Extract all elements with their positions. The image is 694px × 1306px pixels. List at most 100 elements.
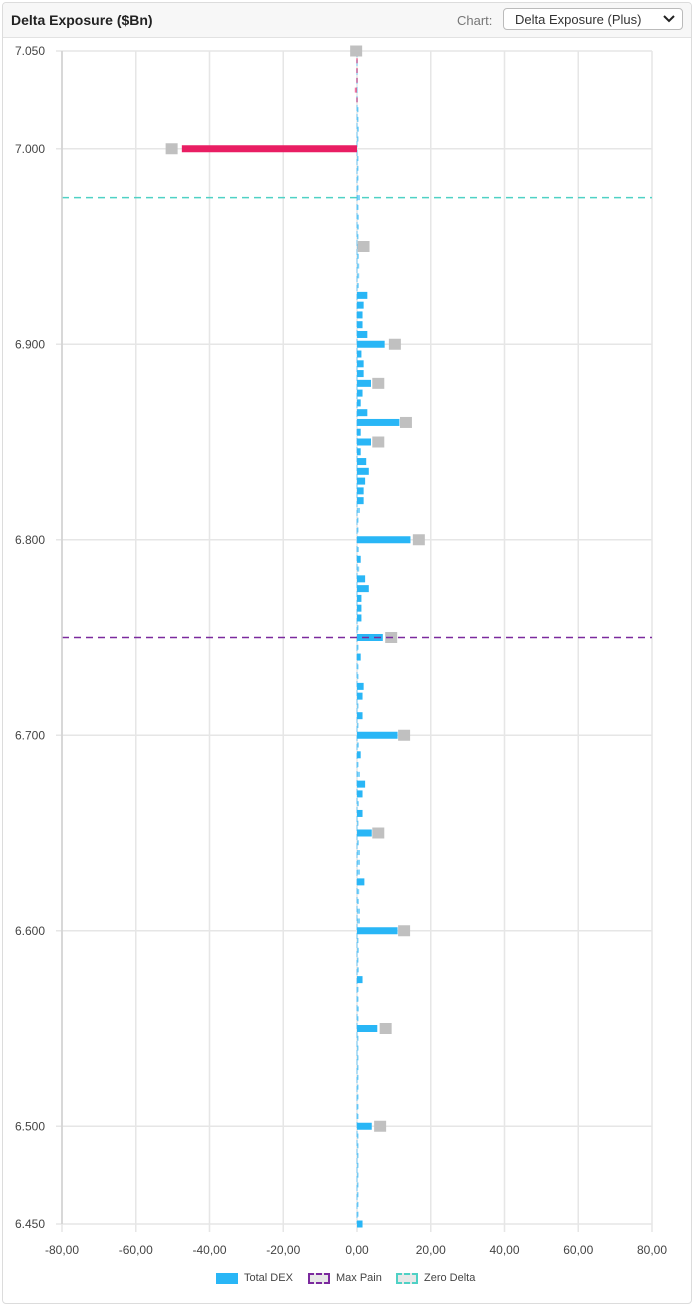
- dex-bar: [357, 340, 385, 348]
- dex-bar: [357, 703, 359, 709]
- dex-bar: [357, 107, 359, 113]
- dex-bar: [357, 321, 363, 329]
- y-axis-tick-label: 7.050: [15, 44, 45, 58]
- dex-bar: [357, 283, 359, 289]
- dex-bar: [357, 1122, 372, 1130]
- dex-bar: [357, 204, 359, 210]
- dex-bar: [357, 1162, 359, 1168]
- dex-bar: [357, 1220, 363, 1228]
- dex-bar: [357, 996, 359, 1002]
- x-axis-tick-label: -60,00: [119, 1243, 153, 1257]
- dex-bar: [357, 1133, 359, 1139]
- dex-marker: [372, 827, 385, 839]
- dex-bar: [357, 918, 360, 924]
- dex-bar: [357, 1074, 359, 1080]
- dex-bar: [357, 507, 360, 513]
- dex-bar: [357, 780, 366, 788]
- dex-bar: [357, 986, 359, 992]
- dex-bar: [357, 126, 359, 132]
- dex-bar: [357, 477, 366, 485]
- panel-header: Delta Exposure ($Bn) Chart: Delta Exposu…: [3, 3, 691, 38]
- dex-bar: [357, 311, 363, 319]
- dex-bar: [357, 1113, 359, 1119]
- dex-bar: [357, 555, 361, 563]
- legend-label: Max Pain: [336, 1272, 382, 1284]
- dex-bar: [356, 58, 358, 64]
- dex-bar: [357, 1104, 359, 1110]
- y-axis-tick-label: 6.900: [15, 337, 45, 351]
- dex-bar: [357, 976, 363, 984]
- dex-bar: [357, 850, 360, 856]
- dex-bar: [356, 97, 358, 103]
- dex-bar: [357, 869, 360, 875]
- dex-bar: [357, 1045, 359, 1051]
- chart-type-select-value: Delta Exposure (Plus): [515, 12, 642, 27]
- dex-bar: [357, 497, 364, 505]
- dex-bar: [357, 731, 398, 739]
- dex-bar: [357, 889, 360, 895]
- dex-marker: [379, 1023, 392, 1034]
- dex-bar: [357, 350, 362, 358]
- dex-bar: [356, 77, 358, 83]
- dex-bar: [357, 165, 359, 171]
- dex-bar: [357, 399, 361, 407]
- legend-item-max-pain[interactable]: Max Pain: [308, 1272, 382, 1284]
- dex-bar: [357, 1143, 359, 1149]
- dex-marker: [357, 241, 370, 252]
- y-axis-tick-label: 6.700: [15, 728, 45, 742]
- dex-bar: [357, 517, 359, 523]
- y-axis-tick-label: 6.450: [15, 1217, 45, 1231]
- dex-bar: [357, 1065, 359, 1071]
- dex-bar: [357, 604, 362, 612]
- dex-bar: [357, 790, 363, 798]
- dex-bar: [357, 428, 361, 436]
- y-axis-tick-label: 6.800: [15, 533, 45, 547]
- dex-bar: [357, 957, 359, 963]
- dex-bar: [357, 1025, 378, 1032]
- dex-bar: [357, 536, 411, 544]
- dex-bar: [357, 938, 359, 944]
- x-axis-tick-label: -20,00: [266, 1243, 300, 1257]
- dex-bar: [357, 585, 369, 593]
- dex-bar: [354, 87, 357, 93]
- dex-bar: [356, 68, 358, 74]
- dex-bar: [357, 801, 359, 807]
- dex-bar: [357, 156, 359, 162]
- dex-bar: [357, 330, 368, 338]
- dex-bar: [357, 136, 359, 142]
- legend-item-zero-delta[interactable]: Zero Delta: [396, 1272, 475, 1284]
- dex-bar: [357, 712, 363, 720]
- dex-bar: [357, 195, 360, 201]
- dex-bar: [357, 625, 359, 631]
- chart-legend: Total DEX Max Pain Zero Delta: [0, 1272, 694, 1290]
- legend-item-total-dex[interactable]: Total DEX: [216, 1272, 293, 1284]
- dex-bar: [357, 653, 361, 661]
- x-axis-tick-label: -40,00: [192, 1243, 226, 1257]
- dex-bar: [357, 594, 362, 602]
- dex-bar: [357, 487, 364, 495]
- legend-label: Zero Delta: [424, 1272, 476, 1284]
- dex-marker: [388, 338, 401, 350]
- dex-marker: [350, 45, 363, 57]
- dex-bar: [357, 360, 364, 368]
- dex-bar: [357, 185, 359, 191]
- dex-bar: [357, 859, 360, 865]
- dex-bar: [357, 224, 359, 230]
- dex-bar: [357, 575, 366, 583]
- dex-bar: [357, 644, 359, 650]
- dex-bar: [357, 370, 364, 378]
- dex-bar: [357, 664, 359, 670]
- dex-bar: [357, 1084, 359, 1090]
- legend-swatch-zero-delta: [396, 1272, 418, 1284]
- x-axis-tick-label: 60,00: [563, 1243, 593, 1257]
- dex-bar: [357, 878, 365, 886]
- dex-bar: [357, 742, 359, 748]
- x-axis-tick-label: 40,00: [489, 1243, 519, 1257]
- dex-marker: [398, 925, 411, 937]
- chart-type-select[interactable]: Delta Exposure (Plus): [503, 8, 683, 30]
- dex-bar: [357, 682, 364, 690]
- dex-bar: [357, 674, 359, 680]
- dex-bar: [357, 692, 363, 700]
